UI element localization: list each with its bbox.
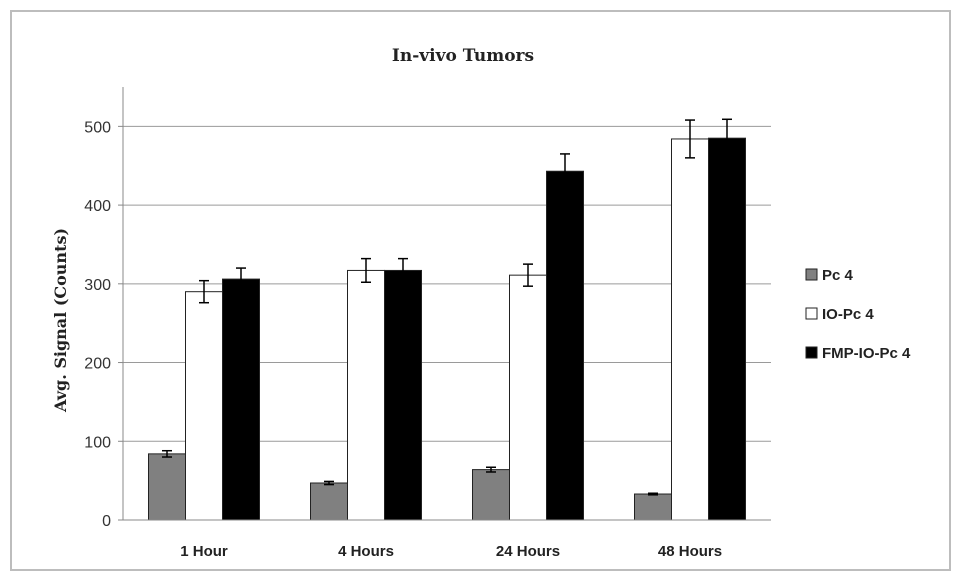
bar-fmp-io-pc-4 (708, 137, 746, 521)
x-tick-label: 48 Hours (658, 543, 722, 560)
bar-pc-4 (148, 453, 186, 521)
legend-label: FMP-IO-Pc 4 (822, 345, 911, 362)
chart-title: In-vivo Tumors (392, 46, 534, 66)
x-tick-label: 1 Hour (180, 543, 228, 560)
bar-pc-4 (472, 469, 510, 521)
x-tick-label: 24 Hours (496, 543, 560, 560)
axes: 0 100 200 300 400 500 1 Hour 4 Hours 24 Hours 48 … (84, 87, 771, 560)
legend-swatch (805, 346, 818, 359)
bar-io-pc-4 (347, 269, 385, 521)
y-tick-label: 100 (84, 434, 111, 451)
bar-fmp-io-pc-4 (546, 170, 584, 521)
legend: Pc 4 IO-Pc 4 FMP-IO-Pc 4 (805, 267, 911, 362)
legend-label: IO-Pc 4 (822, 306, 874, 323)
bar-fmp-io-pc-4 (222, 278, 260, 521)
bar-fmp-io-pc-4 (384, 269, 422, 521)
bar-pc-4 (634, 493, 672, 521)
legend-swatch (805, 307, 818, 320)
y-axis-label: Avg. Signal (Counts) (51, 228, 70, 413)
y-tick-label: 0 (102, 513, 111, 530)
legend-label: Pc 4 (822, 267, 854, 284)
y-tick-label: 400 (84, 198, 111, 215)
bar-pc-4 (310, 482, 348, 521)
legend-swatch (805, 268, 818, 281)
bar-io-pc-4 (509, 274, 547, 521)
y-tick-label: 500 (84, 119, 111, 136)
y-tick-label: 200 (84, 356, 111, 373)
bars (148, 118, 746, 521)
y-tick-label: 300 (84, 277, 111, 294)
bar-io-pc-4 (185, 291, 223, 521)
bar-io-pc-4 (671, 138, 709, 521)
x-tick-label: 4 Hours (338, 543, 394, 560)
